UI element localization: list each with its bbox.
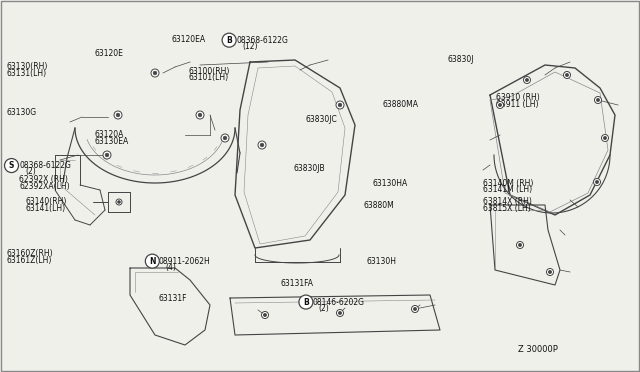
Text: 63130EA: 63130EA bbox=[95, 137, 129, 146]
Text: (2): (2) bbox=[26, 167, 36, 176]
Text: 63131F: 63131F bbox=[159, 294, 188, 303]
Text: 63910 (RH): 63910 (RH) bbox=[496, 93, 540, 102]
Circle shape bbox=[258, 141, 266, 149]
Circle shape bbox=[116, 113, 120, 117]
Circle shape bbox=[499, 103, 502, 106]
Text: (12): (12) bbox=[242, 42, 257, 51]
Text: 63160Z(RH): 63160Z(RH) bbox=[6, 249, 53, 258]
Circle shape bbox=[118, 201, 120, 203]
Text: 08146-6202G: 08146-6202G bbox=[312, 298, 364, 307]
Text: 62392X (RH): 62392X (RH) bbox=[19, 175, 68, 184]
Text: 63131(LH): 63131(LH) bbox=[6, 69, 47, 78]
Text: (4): (4) bbox=[165, 263, 176, 272]
Circle shape bbox=[105, 153, 109, 157]
Circle shape bbox=[604, 137, 607, 140]
Circle shape bbox=[145, 254, 159, 268]
Text: (2): (2) bbox=[319, 304, 330, 313]
Circle shape bbox=[153, 71, 157, 75]
Circle shape bbox=[337, 310, 344, 317]
Text: 63140M (RH): 63140M (RH) bbox=[483, 179, 534, 187]
Circle shape bbox=[223, 136, 227, 140]
Text: 63140(RH): 63140(RH) bbox=[26, 197, 67, 206]
Text: 63131FA: 63131FA bbox=[280, 279, 314, 288]
Text: 63130(RH): 63130(RH) bbox=[6, 62, 48, 71]
Text: N: N bbox=[149, 257, 156, 266]
Text: 63100(RH): 63100(RH) bbox=[189, 67, 230, 76]
Text: 63830J: 63830J bbox=[448, 55, 474, 64]
Text: B: B bbox=[227, 36, 232, 45]
Circle shape bbox=[221, 134, 229, 142]
Circle shape bbox=[525, 78, 529, 81]
Circle shape bbox=[518, 243, 522, 247]
Circle shape bbox=[565, 73, 568, 77]
Circle shape bbox=[339, 311, 342, 315]
Circle shape bbox=[151, 69, 159, 77]
Circle shape bbox=[198, 113, 202, 117]
Circle shape bbox=[413, 307, 417, 311]
Text: 08368-6122G: 08368-6122G bbox=[237, 36, 289, 45]
Text: 63161Z(LH): 63161Z(LH) bbox=[6, 256, 52, 265]
Circle shape bbox=[103, 151, 111, 159]
Text: 62392XA(LH): 62392XA(LH) bbox=[19, 182, 70, 190]
Circle shape bbox=[547, 269, 554, 276]
Text: 63815X (LH): 63815X (LH) bbox=[483, 204, 531, 213]
Circle shape bbox=[222, 33, 236, 47]
Circle shape bbox=[262, 311, 269, 318]
Circle shape bbox=[196, 111, 204, 119]
Circle shape bbox=[548, 270, 552, 273]
Text: 63141M (LH): 63141M (LH) bbox=[483, 185, 532, 194]
Text: 63911 (LH): 63911 (LH) bbox=[496, 100, 538, 109]
Circle shape bbox=[264, 314, 267, 317]
Text: 63130HA: 63130HA bbox=[372, 179, 408, 187]
Text: B: B bbox=[303, 298, 308, 307]
Text: 63814X (RH): 63814X (RH) bbox=[483, 197, 532, 206]
Circle shape bbox=[116, 199, 122, 205]
Circle shape bbox=[595, 96, 602, 103]
Circle shape bbox=[338, 103, 342, 107]
Text: 63120EA: 63120EA bbox=[172, 35, 205, 44]
Circle shape bbox=[524, 77, 531, 83]
Circle shape bbox=[593, 179, 600, 186]
Text: 63141(LH): 63141(LH) bbox=[26, 204, 66, 213]
Text: 08368-6122G: 08368-6122G bbox=[19, 161, 71, 170]
Text: 63120A: 63120A bbox=[95, 130, 124, 139]
Circle shape bbox=[497, 102, 504, 109]
Text: Z 30000P: Z 30000P bbox=[518, 345, 558, 354]
Text: 63880M: 63880M bbox=[364, 201, 394, 210]
Text: S: S bbox=[9, 161, 14, 170]
Text: 63130G: 63130G bbox=[6, 108, 36, 117]
Circle shape bbox=[596, 99, 600, 102]
Circle shape bbox=[260, 143, 264, 147]
Circle shape bbox=[516, 241, 524, 248]
Circle shape bbox=[114, 111, 122, 119]
Text: 08911-2062H: 08911-2062H bbox=[159, 257, 211, 266]
Text: 63101(LH): 63101(LH) bbox=[189, 73, 229, 82]
Text: 63120E: 63120E bbox=[95, 49, 124, 58]
Text: 63130H: 63130H bbox=[366, 257, 396, 266]
Circle shape bbox=[595, 180, 598, 183]
Circle shape bbox=[336, 101, 344, 109]
Circle shape bbox=[412, 305, 419, 312]
Circle shape bbox=[563, 71, 570, 78]
Text: 63830JC: 63830JC bbox=[306, 115, 338, 124]
Circle shape bbox=[4, 158, 19, 173]
Circle shape bbox=[602, 135, 609, 141]
Circle shape bbox=[299, 295, 313, 309]
Text: 63880MA: 63880MA bbox=[383, 100, 419, 109]
Text: 63830JB: 63830JB bbox=[293, 164, 324, 173]
